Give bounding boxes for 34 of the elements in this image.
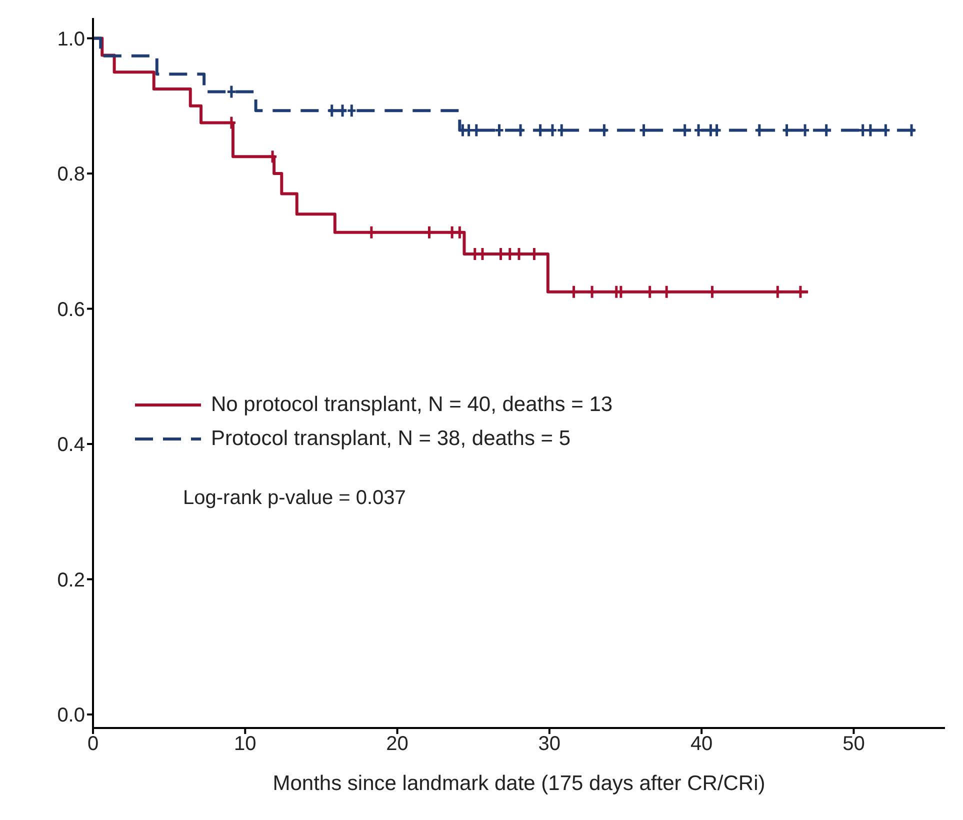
point: [858, 123, 868, 138]
point: [326, 103, 338, 118]
point: [706, 284, 718, 300]
y-tick-label: 0.0: [57, 704, 85, 727]
point: [226, 84, 237, 99]
point: [661, 284, 672, 300]
point: [337, 103, 348, 118]
annotation: Log-rank p-value = 0.037: [183, 487, 407, 510]
point: [616, 284, 626, 300]
point: [586, 284, 598, 300]
y-tick-label: 1.0: [57, 28, 85, 50]
y-tick-label: 0.8: [57, 164, 85, 186]
x-tick-label: 50: [842, 733, 865, 756]
x-tick-label: 20: [386, 733, 408, 756]
point: [446, 225, 458, 240]
point: [267, 149, 278, 164]
x-tick-label: 30: [538, 733, 561, 756]
point: [454, 225, 465, 240]
x-tick-label: 10: [234, 733, 256, 756]
point: [772, 284, 783, 300]
x-axis-title: Months since landmark date (175 days after CR/CRi): [272, 772, 766, 795]
point: [424, 225, 434, 240]
point: [494, 123, 504, 138]
y-tick-label: 0.4: [57, 434, 85, 456]
point: [568, 284, 580, 300]
x-tick-label: 40: [690, 733, 713, 756]
point: [644, 284, 656, 300]
legend-label: Protocol transplant, N = 38, deaths = 5: [211, 427, 571, 451]
point: [366, 225, 377, 240]
x-tick-label: 0: [87, 733, 99, 756]
y-tick-label: 0.6: [57, 298, 85, 321]
legend-label: No protocol transplant, N = 40, deaths = 13: [211, 393, 613, 417]
y-tick-label: 0.2: [57, 569, 85, 592]
point: [346, 103, 357, 118]
